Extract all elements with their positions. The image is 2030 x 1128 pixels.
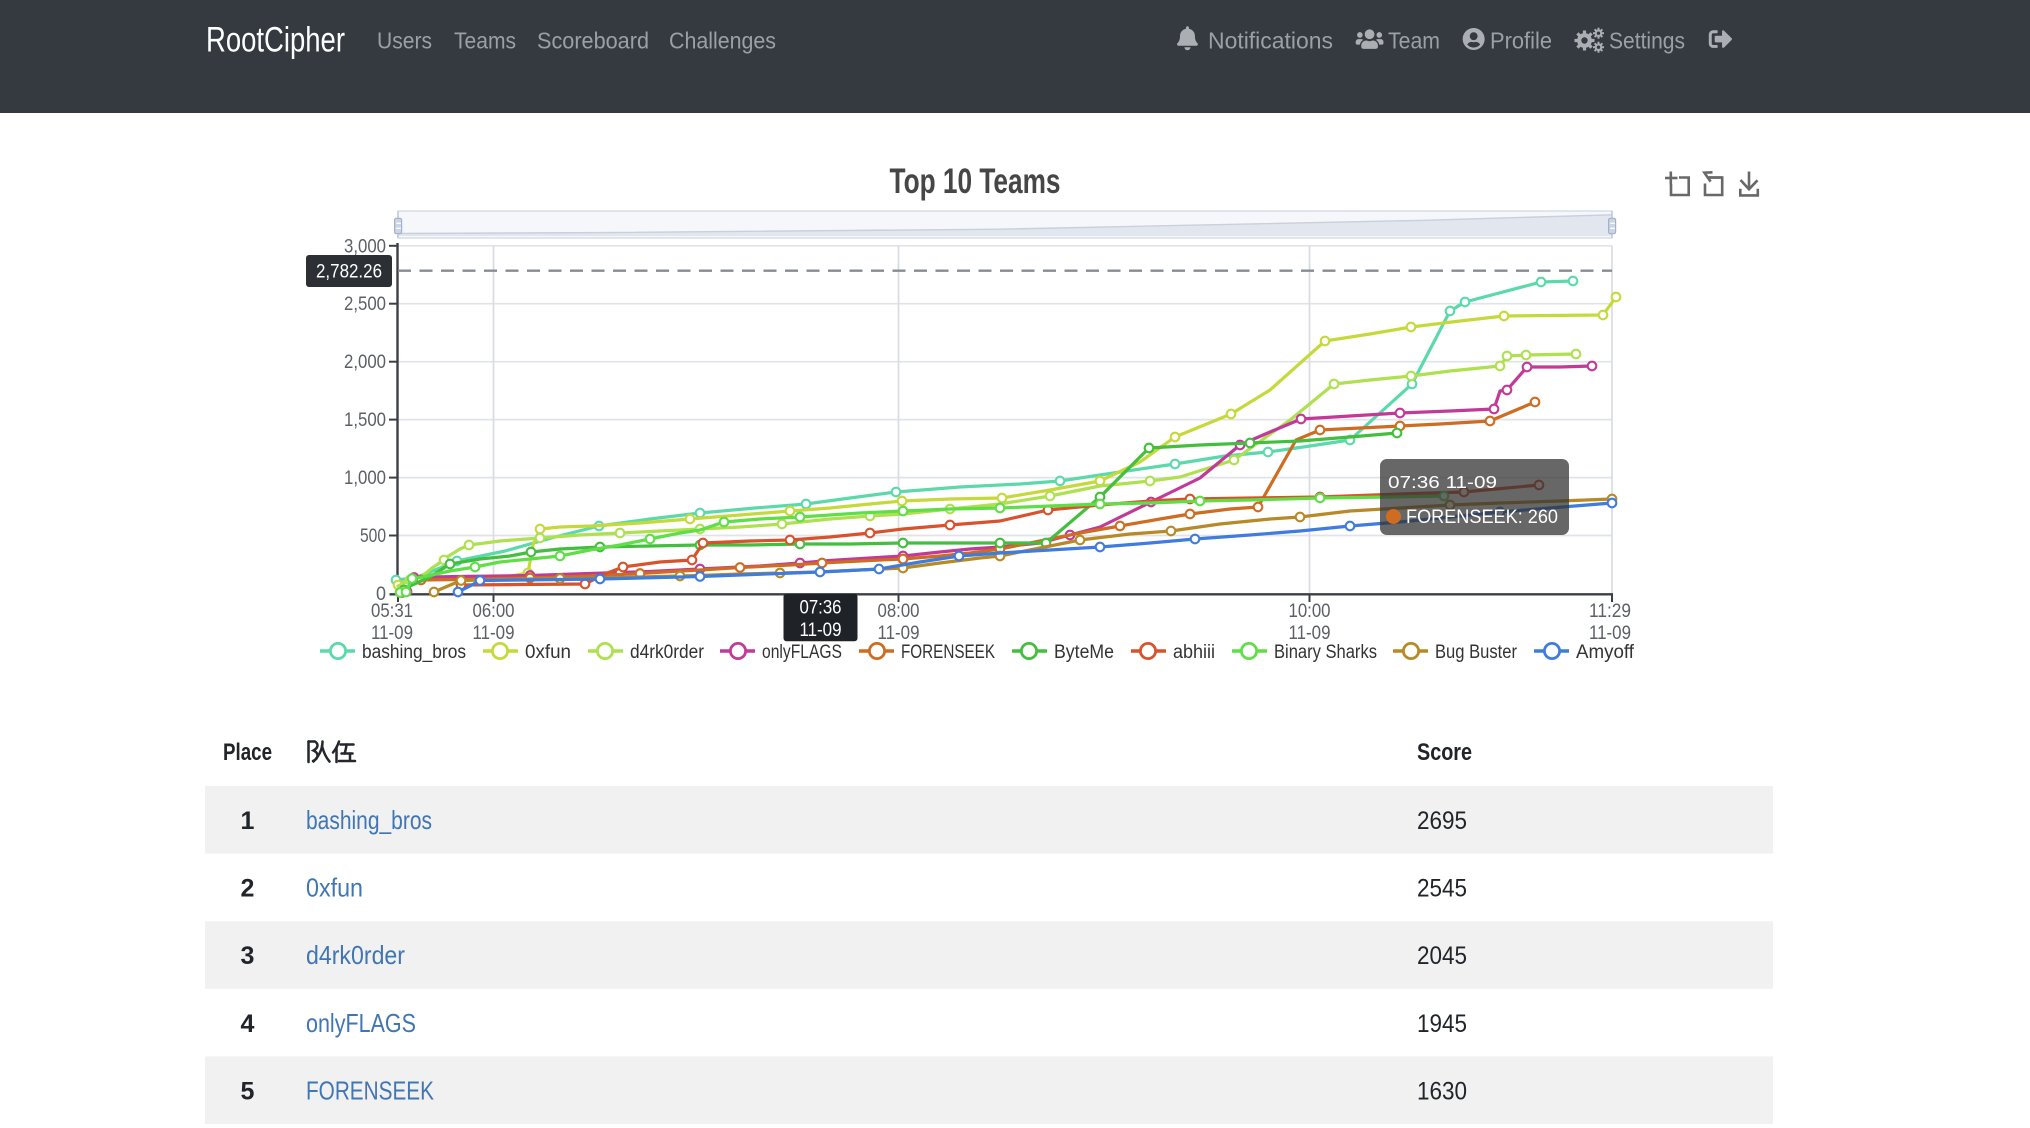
svg-text:bashing_bros: bashing_bros: [362, 642, 466, 663]
svg-text:abhiii: abhiii: [1173, 642, 1215, 663]
svg-text:Binary Sharks: Binary Sharks: [1274, 642, 1377, 663]
svg-text:2: 2: [241, 875, 255, 903]
svg-text:2545: 2545: [1417, 875, 1467, 903]
svg-text:2,500: 2,500: [344, 294, 386, 315]
svg-text:Place: Place: [223, 739, 272, 766]
svg-text:11-09: 11-09: [371, 623, 413, 644]
svg-text:11-09: 11-09: [1289, 623, 1331, 644]
svg-text:FORENSEEK: FORENSEEK: [306, 1075, 435, 1105]
svg-text:06:00: 06:00: [473, 601, 515, 622]
svg-text:0xfun: 0xfun: [525, 642, 571, 663]
svg-text:4: 4: [241, 1010, 255, 1038]
svg-text:onlyFLAGS: onlyFLAGS: [762, 642, 842, 663]
svg-text:05:31: 05:31: [371, 601, 413, 622]
svg-text:3,000: 3,000: [344, 236, 386, 257]
svg-text:Profile: Profile: [1490, 28, 1552, 54]
svg-text:Top 10 Teams: Top 10 Teams: [890, 162, 1061, 201]
svg-text:11-09: 11-09: [473, 623, 515, 644]
svg-text:500: 500: [360, 526, 386, 547]
svg-text:Teams: Teams: [454, 28, 516, 54]
svg-text:ByteMe: ByteMe: [1054, 642, 1114, 663]
svg-text:Users: Users: [377, 28, 432, 54]
svg-text:1,000: 1,000: [344, 468, 386, 489]
svg-text:Amyoff: Amyoff: [1576, 642, 1635, 663]
svg-text:2045: 2045: [1417, 942, 1467, 970]
svg-text:Bug Buster: Bug Buster: [1435, 642, 1518, 663]
svg-text:1630: 1630: [1417, 1077, 1467, 1105]
svg-text:11-09: 11-09: [878, 623, 920, 644]
svg-text:2695: 2695: [1417, 807, 1467, 835]
svg-text:d4rk0rder: d4rk0rder: [306, 940, 405, 970]
svg-text:1,500: 1,500: [344, 410, 386, 431]
svg-text:11:29: 11:29: [1589, 601, 1631, 622]
svg-text:Team: Team: [1388, 28, 1440, 54]
svg-text:RootCipher: RootCipher: [206, 21, 345, 60]
svg-text:onlyFLAGS: onlyFLAGS: [306, 1008, 416, 1038]
svg-text:1945: 1945: [1417, 1010, 1467, 1038]
svg-text:1: 1: [241, 807, 255, 835]
svg-text:Settings: Settings: [1609, 28, 1685, 54]
svg-text:bashing_bros: bashing_bros: [306, 805, 432, 835]
svg-text:5: 5: [241, 1077, 255, 1105]
svg-text:2,000: 2,000: [344, 352, 386, 373]
svg-text:0xfun: 0xfun: [306, 873, 363, 903]
svg-text:08:00: 08:00: [878, 601, 920, 622]
svg-text:FORENSEEK: 260: FORENSEEK: 260: [1406, 506, 1558, 528]
svg-text:d4rk0rder: d4rk0rder: [630, 642, 705, 663]
svg-text:11-09: 11-09: [1589, 623, 1631, 644]
svg-text:Scoreboard: Scoreboard: [537, 28, 649, 54]
svg-text:Notifications: Notifications: [1208, 28, 1333, 54]
svg-text:11-09: 11-09: [800, 620, 842, 641]
svg-text:3: 3: [241, 942, 255, 970]
svg-text:07:36: 07:36: [800, 598, 842, 619]
svg-text:2,782.26: 2,782.26: [316, 262, 382, 283]
svg-text:FORENSEEK: FORENSEEK: [901, 642, 995, 663]
svg-text:07:36 11-09: 07:36 11-09: [1388, 472, 1497, 492]
svg-text:Score: Score: [1417, 739, 1472, 766]
svg-text:Challenges: Challenges: [669, 28, 776, 54]
svg-text:0: 0: [376, 584, 386, 605]
svg-text:10:00: 10:00: [1289, 601, 1331, 622]
